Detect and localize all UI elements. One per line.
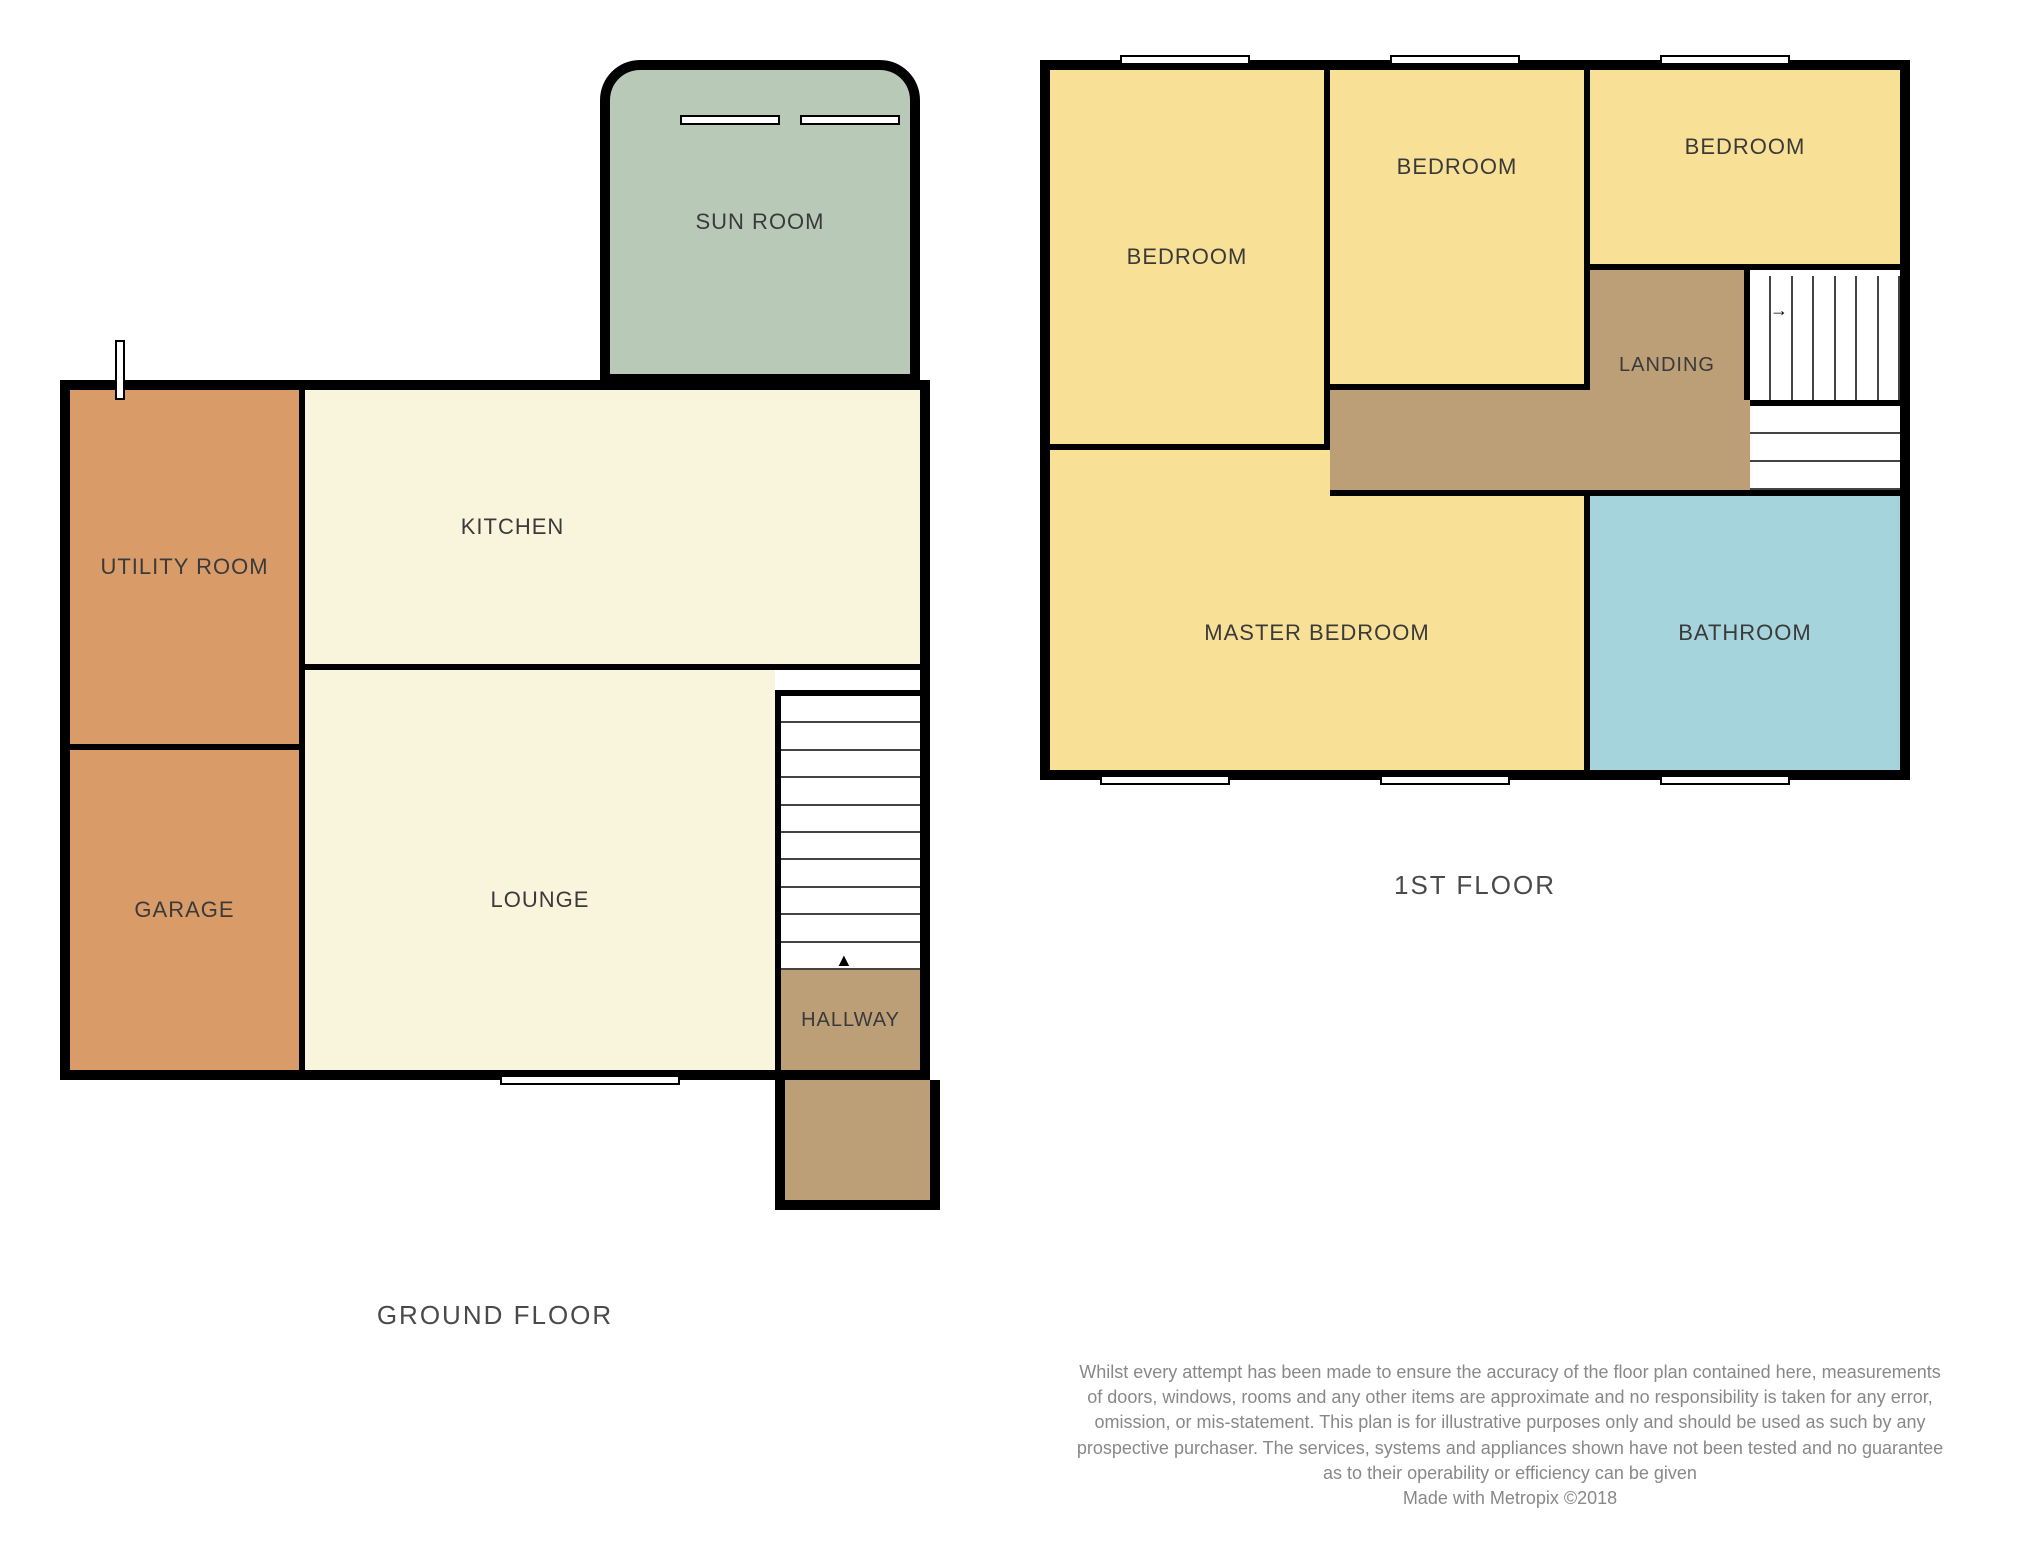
ground-floor-label: GROUND FLOOR [60, 1300, 930, 1331]
ground-floor: SUN ROOM KITCHEN UTILITY ROOM GARAGE LOU… [60, 60, 960, 1260]
lounge-label: LOUNGE [491, 887, 590, 913]
room-hallway: HALLWAY [775, 970, 920, 1070]
ground-stairs [775, 690, 920, 970]
room-landing-top: LANDING [1590, 270, 1750, 400]
disclaimer-line: omission, or mis-statement. This plan is… [1060, 1410, 1960, 1435]
room-utility: UTILITY ROOM [70, 390, 305, 750]
bedroom3-label: BEDROOM [1685, 134, 1806, 160]
first-floor-label: 1ST FLOOR [1040, 870, 1910, 901]
ground-main-block: KITCHEN UTILITY ROOM GARAGE LOUNGE ▲ HAL… [60, 380, 930, 1080]
master-label: MASTER BEDROOM [1204, 620, 1429, 646]
landing-label: LANDING [1619, 354, 1715, 377]
window-icon [1660, 775, 1790, 785]
room-garage: GARAGE [70, 750, 305, 1070]
disclaimer-line: Made with Metropix ©2018 [1060, 1486, 1960, 1511]
window-icon [800, 115, 900, 125]
first-floor: BEDROOM BEDROOM BEDROOM LANDING → MASTER… [1040, 60, 1940, 1060]
bathroom-label: BATHROOM [1678, 620, 1811, 646]
first-stairs [1750, 276, 1900, 406]
sunroom-label: SUN ROOM [696, 209, 825, 235]
window-icon [115, 340, 125, 400]
disclaimer-line: Whilst every attempt has been made to en… [1060, 1360, 1960, 1385]
bedroom2-label: BEDROOM [1397, 154, 1518, 180]
window-icon [1660, 55, 1790, 65]
room-bedroom2: BEDROOM [1330, 70, 1590, 390]
room-bathroom: BATHROOM [1590, 490, 1900, 770]
window-icon [1120, 55, 1250, 65]
window-icon [1380, 775, 1510, 785]
disclaimer-text: Whilst every attempt has been made to en… [1060, 1360, 1960, 1511]
bedroom1-label: BEDROOM [1127, 244, 1248, 270]
room-landing [1330, 390, 1750, 490]
utility-label: UTILITY ROOM [100, 554, 268, 580]
first-main-block: BEDROOM BEDROOM BEDROOM LANDING → MASTER… [1040, 60, 1910, 780]
room-sunroom: SUN ROOM [600, 60, 920, 380]
garage-label: GARAGE [134, 897, 234, 923]
disclaimer-line: as to their operability or efficiency ca… [1060, 1461, 1960, 1486]
room-lounge: LOUNGE [305, 670, 775, 1070]
hallway-entrance [775, 1080, 940, 1210]
stair-arrow-icon: → [1770, 300, 1788, 321]
disclaimer-line: of doors, windows, rooms and any other i… [1060, 1385, 1960, 1410]
room-bedroom3: BEDROOM [1590, 70, 1900, 270]
room-bedroom1: BEDROOM [1050, 70, 1330, 450]
window-icon [1390, 55, 1520, 65]
room-kitchen: KITCHEN [305, 390, 920, 670]
window-icon [680, 115, 780, 125]
window-icon [1100, 775, 1230, 785]
room-master-ext [1050, 450, 1330, 496]
disclaimer-line: prospective purchaser. The services, sys… [1060, 1436, 1960, 1461]
window-icon [500, 1075, 680, 1085]
hallway-label: HALLWAY [801, 1009, 900, 1032]
first-stairs-down [1750, 406, 1900, 490]
room-master: MASTER BEDROOM [1050, 490, 1590, 770]
kitchen-label: KITCHEN [461, 514, 565, 540]
stair-arrow-up-icon: ▲ [835, 950, 853, 971]
